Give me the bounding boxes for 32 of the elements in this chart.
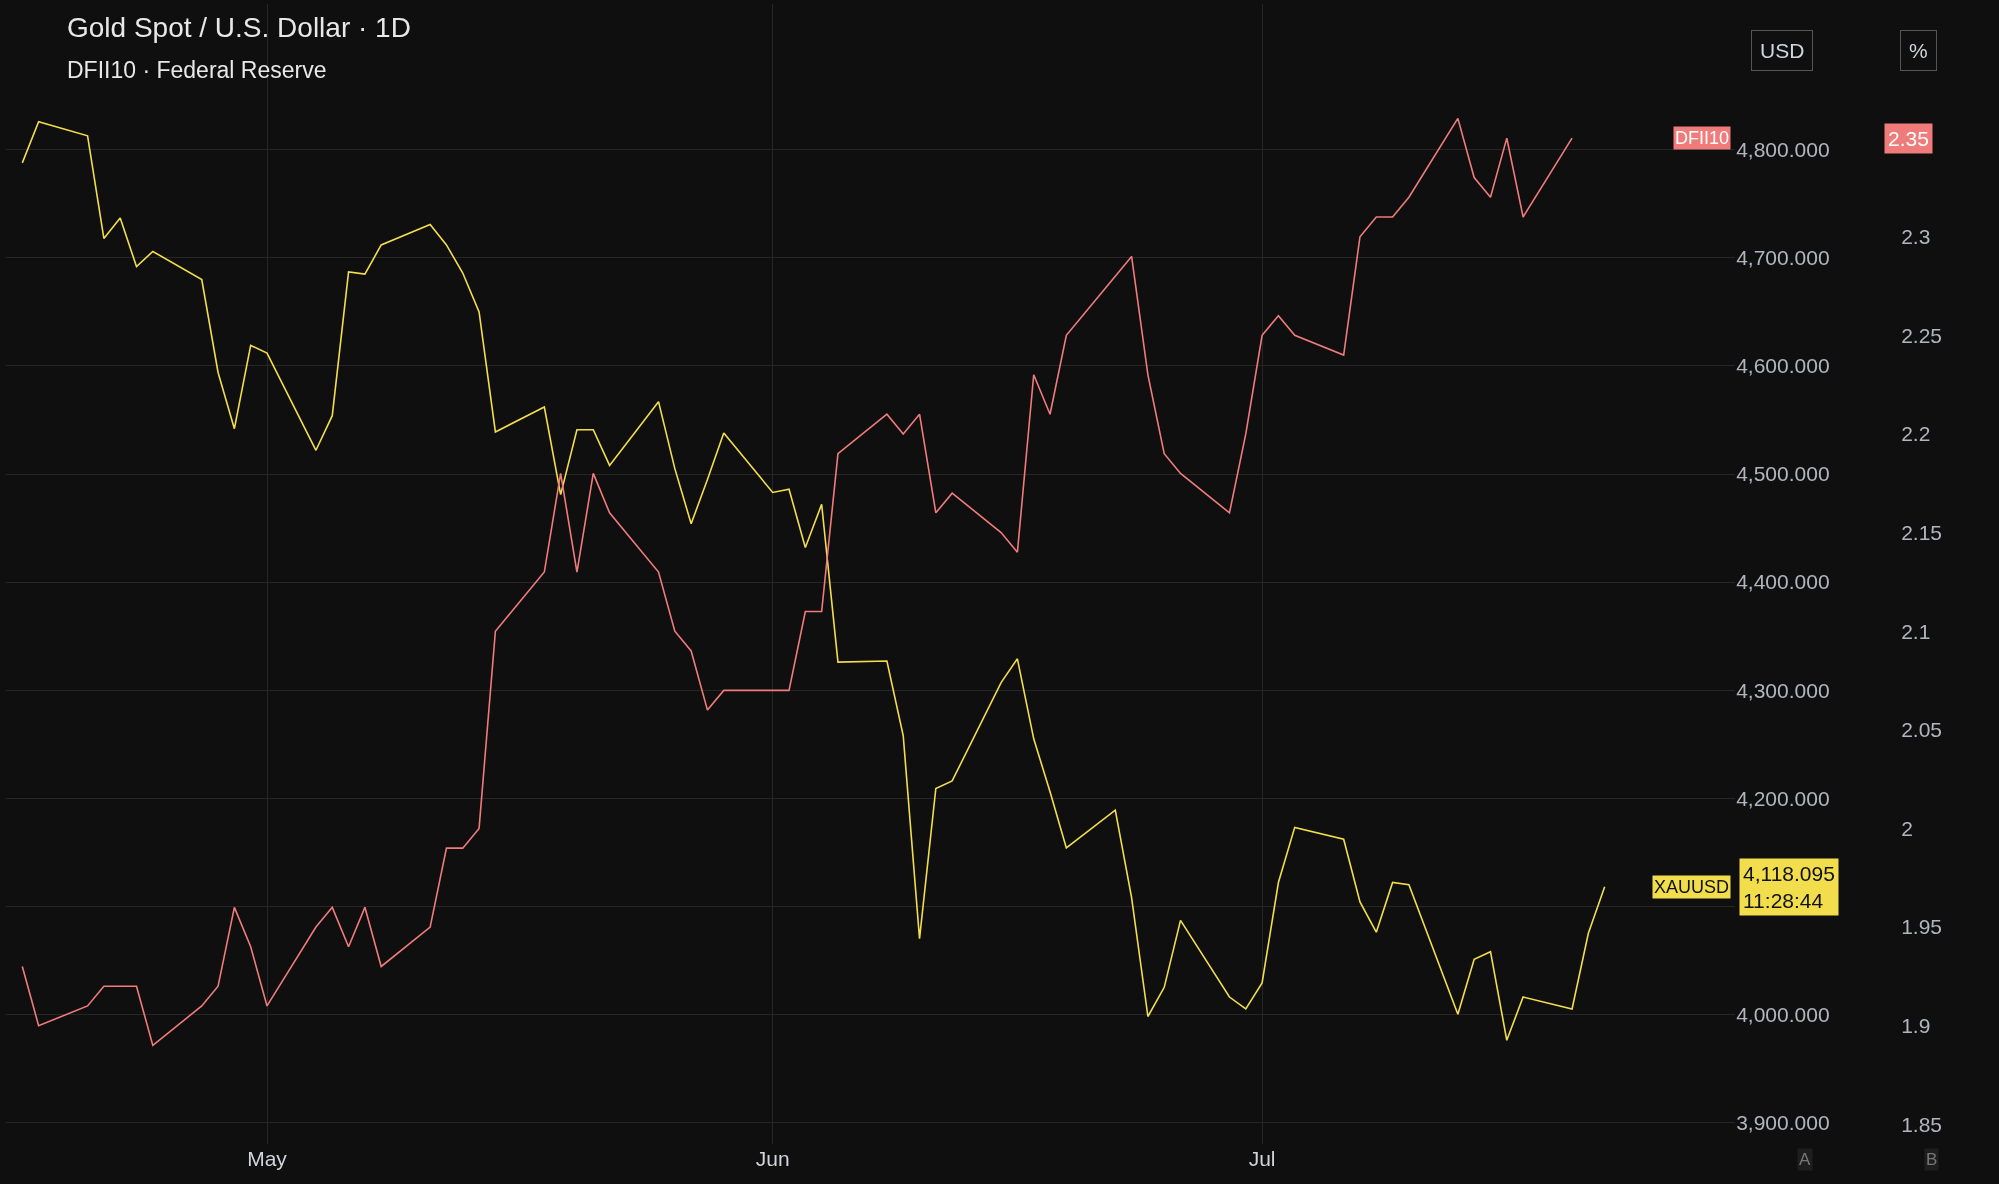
y2-tick-label: 2.15 [1901,520,1943,544]
y-tick-label: 4,000.000 [1736,1002,1830,1026]
y-tick-label: 4,500.000 [1736,462,1830,486]
y-tick-label: 3,900.000 [1736,1110,1830,1134]
y-tick-label: 4,200.000 [1736,786,1830,810]
y-tick-label: 4,300.000 [1736,678,1830,702]
y2-tick-label: 2.1 [1901,619,1931,643]
text: B [1926,1150,1938,1169]
chart-title: Gold Spot / U.S. Dollar · 1D [67,12,411,43]
y-tick-label: 4,400.000 [1736,570,1830,594]
y-tick-label: 4,800.000 [1736,138,1830,162]
y2-tick-label: 2.25 [1901,323,1943,347]
y2-tick-label: 1.9 [1901,1014,1931,1038]
text: DFII10 [1675,128,1730,148]
x-tick-label: Jun [755,1147,790,1170]
text: 2.35 [1888,127,1929,150]
x-tick-label: Jul [1248,1147,1276,1170]
x-tick-label: May [247,1147,288,1170]
y2-tick-label: 2 [1901,816,1913,840]
y-tick-label: 4,700.000 [1736,246,1830,270]
y2-tick-label: 2.3 [1901,225,1931,249]
y2-tick-label: 2.2 [1901,422,1931,446]
text: XAUUSD [1654,877,1730,897]
text: 4,118.095 11:28:44 [1743,862,1835,913]
text: USD [1760,39,1805,62]
text: DFII10 · Federal Reserve [67,57,327,83]
text: A [1799,1150,1811,1169]
y-tick-label: 4,600.000 [1736,354,1830,378]
y2-tick-label: 1.85 [1901,1112,1943,1136]
text: % [1909,39,1928,62]
y2-tick-label: 1.95 [1901,915,1943,939]
y2-tick-label: 2.05 [1901,718,1943,742]
